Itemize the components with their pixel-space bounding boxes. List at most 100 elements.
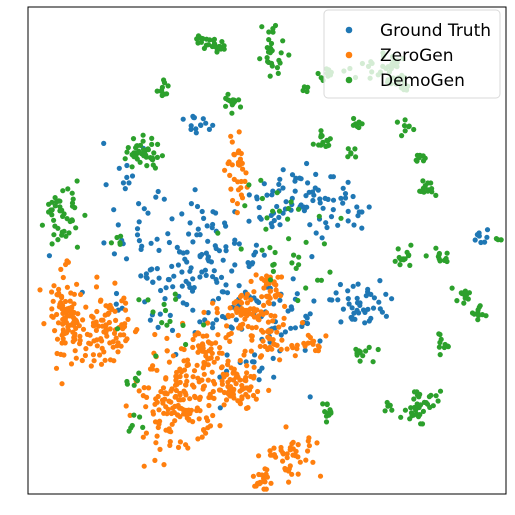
point-zerogen	[200, 333, 206, 339]
point-zerogen	[210, 412, 216, 419]
point-zerogen	[64, 284, 70, 290]
point-ground-truth	[340, 200, 346, 206]
point-ground-truth	[304, 160, 310, 167]
point-zerogen	[83, 346, 89, 352]
point-ground-truth	[278, 332, 284, 338]
point-zerogen	[160, 400, 166, 406]
point-demogen	[338, 215, 344, 221]
point-demogen	[114, 234, 120, 241]
point-zerogen	[236, 325, 242, 331]
point-ground-truth	[101, 240, 107, 246]
point-demogen	[211, 36, 217, 43]
point-zerogen	[221, 402, 227, 408]
point-demogen	[315, 277, 321, 283]
point-demogen	[437, 352, 443, 358]
point-zerogen	[227, 172, 233, 178]
point-zerogen	[170, 405, 176, 411]
point-ground-truth	[472, 237, 478, 243]
point-demogen	[327, 136, 333, 142]
point-zerogen	[93, 321, 99, 327]
point-demogen	[402, 407, 408, 413]
point-ground-truth	[147, 317, 153, 323]
point-zerogen	[259, 276, 265, 282]
point-zerogen	[237, 401, 243, 407]
point-zerogen	[199, 377, 205, 383]
point-zerogen	[181, 411, 187, 417]
point-ground-truth	[371, 295, 377, 301]
point-ground-truth	[197, 274, 203, 280]
point-zerogen	[205, 362, 211, 368]
point-zerogen	[163, 375, 169, 381]
point-zerogen	[237, 377, 243, 383]
point-demogen	[225, 91, 231, 97]
point-demogen	[270, 208, 276, 214]
point-demogen	[205, 42, 212, 48]
point-ground-truth	[484, 234, 490, 240]
point-zerogen	[230, 370, 236, 376]
point-ground-truth	[359, 225, 365, 231]
point-zerogen	[274, 329, 280, 335]
point-zerogen	[190, 374, 196, 380]
point-zerogen	[152, 401, 158, 407]
point-demogen	[462, 295, 468, 301]
point-ground-truth	[169, 327, 176, 333]
point-zerogen	[290, 439, 296, 445]
point-ground-truth	[338, 319, 344, 325]
point-demogen	[366, 344, 372, 350]
point-ground-truth	[186, 231, 192, 237]
point-demogen	[411, 404, 417, 411]
point-zerogen	[178, 346, 184, 352]
point-demogen	[141, 151, 147, 157]
point-zerogen	[234, 201, 240, 207]
point-zerogen	[225, 379, 231, 385]
point-ground-truth	[345, 208, 351, 214]
point-demogen	[257, 56, 263, 62]
point-ground-truth	[163, 285, 169, 291]
point-zerogen	[115, 349, 121, 355]
point-zerogen	[173, 377, 179, 383]
point-zerogen	[279, 337, 285, 343]
point-zerogen	[93, 284, 100, 290]
point-ground-truth	[345, 179, 351, 185]
point-zerogen	[51, 283, 57, 289]
point-ground-truth	[155, 324, 161, 330]
point-zerogen	[245, 405, 251, 411]
point-demogen	[433, 245, 439, 251]
point-ground-truth	[280, 185, 286, 191]
point-demogen	[149, 135, 155, 141]
point-demogen	[327, 269, 333, 275]
point-zerogen	[249, 325, 255, 331]
point-ground-truth	[327, 297, 333, 303]
point-ground-truth	[212, 243, 218, 249]
point-demogen	[140, 424, 146, 430]
point-zerogen	[111, 330, 118, 336]
point-zerogen	[163, 404, 169, 410]
point-demogen	[136, 297, 142, 303]
point-demogen	[161, 77, 167, 83]
point-zerogen	[267, 288, 273, 294]
point-zerogen	[123, 338, 129, 344]
point-ground-truth	[165, 276, 171, 283]
point-zerogen	[305, 448, 311, 454]
point-ground-truth	[322, 195, 328, 201]
point-zerogen	[214, 355, 220, 361]
point-demogen	[39, 222, 46, 228]
point-ground-truth	[115, 222, 121, 228]
point-ground-truth	[368, 291, 374, 297]
point-zerogen	[255, 480, 261, 486]
point-zerogen	[172, 418, 178, 424]
point-demogen	[310, 141, 316, 147]
point-zerogen	[83, 304, 89, 310]
legend-marker-zerogen	[345, 51, 353, 59]
point-zerogen	[216, 387, 223, 393]
point-zerogen	[248, 297, 254, 303]
point-zerogen	[262, 343, 268, 350]
point-zerogen	[171, 409, 177, 416]
point-ground-truth	[120, 180, 126, 186]
point-ground-truth	[206, 126, 212, 132]
point-zerogen	[228, 133, 234, 139]
point-demogen	[51, 217, 57, 223]
point-zerogen	[260, 329, 266, 335]
point-ground-truth	[224, 290, 231, 296]
point-zerogen	[217, 344, 223, 351]
